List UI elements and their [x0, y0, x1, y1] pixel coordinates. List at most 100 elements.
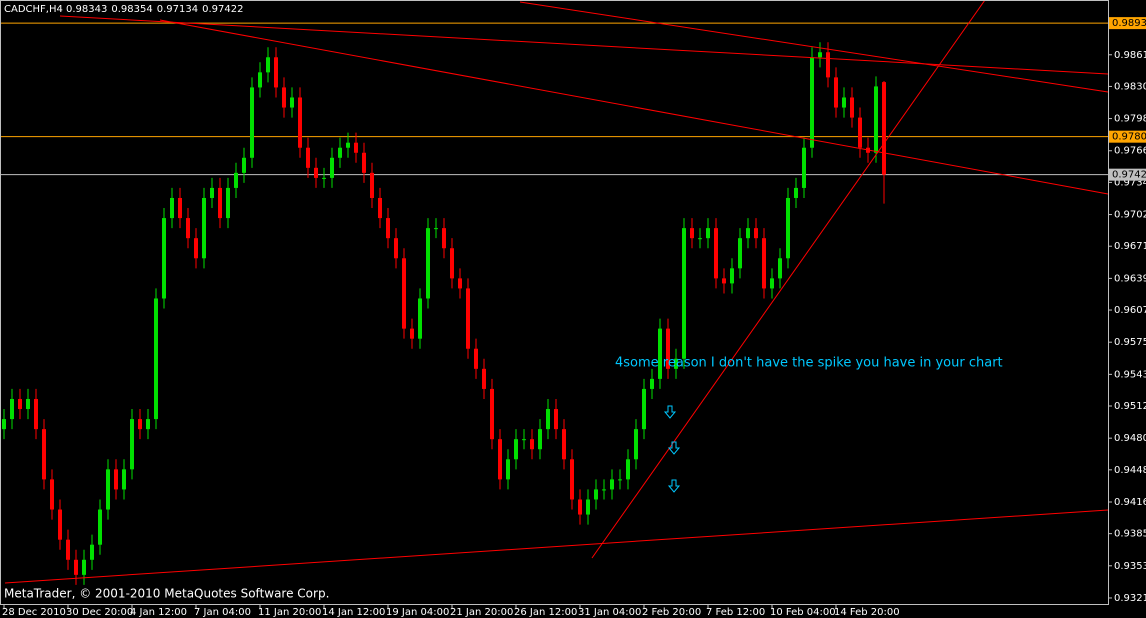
trend-line — [519, 1, 1109, 93]
candle-body — [226, 187, 230, 219]
candle-body — [362, 152, 366, 173]
trend-line — [59, 15, 1109, 75]
candle-body — [546, 409, 550, 430]
level-box — [1109, 130, 1146, 143]
candle-body — [762, 238, 766, 289]
candle-body — [770, 278, 774, 289]
candle-body — [402, 258, 406, 329]
candle-body — [626, 459, 630, 480]
candle-body — [370, 172, 374, 198]
candle-body — [730, 268, 734, 284]
candle-body — [178, 197, 182, 219]
plot-frame — [0, 0, 1109, 605]
x-tick-label: 21 Jan 20:00 — [450, 607, 513, 618]
level-label: 0.9780 — [1112, 132, 1146, 143]
candle-body — [66, 539, 70, 560]
candle-body — [98, 509, 102, 545]
candle-body — [530, 439, 534, 450]
candle-body — [538, 429, 542, 450]
candle-body — [818, 52, 822, 58]
candle-body — [186, 218, 190, 239]
candle-body — [298, 97, 302, 148]
candle-body — [410, 328, 414, 339]
x-tick-label: 11 Jan 20:00 — [258, 607, 321, 618]
candle-body — [746, 228, 750, 239]
candle-body — [194, 238, 198, 259]
candle-body — [242, 157, 246, 173]
candle-body — [490, 388, 494, 440]
candle-body — [2, 419, 6, 430]
x-tick-label: 14 Feb 20:00 — [834, 607, 900, 618]
candle-body — [50, 479, 54, 510]
x-tick-label: 2 Feb 20:00 — [642, 607, 701, 618]
candle-body — [778, 258, 782, 279]
x-tick-label: 31 Jan 04:00 — [578, 607, 641, 618]
candle-body — [594, 489, 598, 500]
candle-body — [42, 429, 46, 480]
candle-body — [418, 298, 422, 339]
candle-body — [26, 398, 30, 410]
candle-body — [562, 429, 566, 460]
chart-title: CADCHF,H4 — [4, 4, 63, 15]
candle-body — [210, 187, 214, 198]
candle-body — [674, 358, 678, 369]
candle-body — [234, 172, 238, 188]
candle-body — [754, 228, 758, 239]
candle-body — [290, 97, 294, 108]
candle-body — [90, 544, 94, 560]
candle-body — [826, 52, 830, 78]
y-tick-label: 0.98615 — [1114, 50, 1146, 61]
candle-body — [658, 328, 662, 379]
candle-body — [322, 177, 326, 179]
candle-body — [690, 228, 694, 239]
candle-body — [330, 157, 334, 178]
candle-body — [74, 559, 78, 575]
candle-body — [802, 147, 806, 188]
candle-body — [314, 167, 318, 178]
candle-body — [218, 187, 222, 219]
candle-body — [786, 197, 790, 259]
candle-body — [602, 489, 606, 491]
candle-body — [146, 419, 150, 430]
trend-line — [159, 19, 1109, 195]
trend-line — [4, 509, 1109, 584]
y-tick-label: 0.96075 — [1114, 305, 1146, 316]
candle-body — [858, 117, 862, 148]
y-tick-label: 0.95435 — [1114, 369, 1146, 380]
candle-body — [250, 87, 254, 158]
down-arrow — [663, 405, 677, 419]
candle-body — [554, 409, 558, 430]
x-tick-label: 26 Jan 12:00 — [514, 607, 577, 618]
candle-body — [810, 57, 814, 148]
candle-body — [346, 142, 350, 148]
candle-body — [122, 469, 126, 490]
candle-body — [698, 238, 702, 240]
candle-body — [162, 218, 166, 299]
candle-body — [682, 228, 686, 359]
candle-body — [514, 439, 518, 460]
candle-body — [258, 72, 262, 88]
x-tick-label: 7 Jan 04:00 — [194, 607, 251, 618]
header-low: 0.97134 — [157, 4, 198, 15]
candle-body — [498, 439, 502, 480]
candle-body — [738, 238, 742, 269]
y-tick-label: 0.95755 — [1114, 337, 1146, 348]
candle-body — [434, 228, 438, 230]
candle-body — [114, 469, 118, 490]
candle-body — [610, 479, 614, 490]
trend-lines — [4, 0, 1109, 584]
x-tick-label: 7 Feb 12:00 — [706, 607, 765, 618]
y-tick-label: 0.97345 — [1114, 177, 1146, 188]
candle-body — [458, 278, 462, 289]
candle-body — [130, 419, 134, 470]
candle-body — [874, 86, 878, 153]
candle-body — [666, 328, 670, 369]
candle-body — [618, 479, 622, 481]
